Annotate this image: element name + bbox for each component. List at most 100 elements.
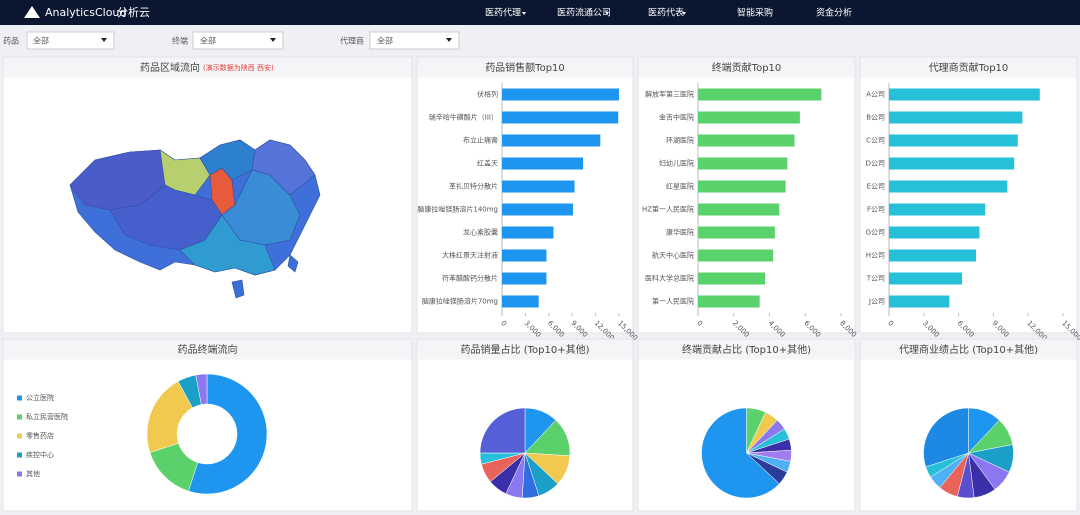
- category-label: 瑞辛哈牛磺酸片（III）: [429, 113, 498, 122]
- category-label: 康华医院: [666, 228, 694, 237]
- bar: [698, 249, 774, 262]
- category-label: 医科大学总医院: [645, 274, 694, 283]
- category-label: E公司: [867, 183, 885, 191]
- panel-note: (演示数据为陕西 西安): [203, 63, 274, 72]
- category-label: H公司: [866, 252, 885, 260]
- bar: [502, 88, 619, 101]
- nav-item[interactable]: 医药代表: [648, 7, 684, 19]
- bar: [889, 134, 1018, 147]
- nav-caret: [682, 12, 686, 15]
- map-region[interactable]: [199, 139, 256, 181]
- panel-title: 药品销售额Top10: [485, 61, 565, 74]
- legend-label: 公立医院: [26, 393, 54, 402]
- map-region[interactable]: [287, 254, 299, 273]
- nav-item[interactable]: 智能采购: [737, 7, 773, 19]
- bar: [502, 111, 619, 124]
- panel-title: 代理商业绩占比 (Top10+其他): [899, 343, 1038, 356]
- category-label: 妇幼儿医院: [659, 159, 694, 168]
- x-tick-label: 0: [499, 319, 508, 328]
- nav-caret: [522, 12, 526, 15]
- panel-header: [860, 57, 1077, 78]
- bar: [889, 180, 1008, 193]
- slice: [701, 407, 780, 499]
- panel-header: [417, 57, 633, 78]
- bar: [502, 157, 584, 170]
- legend-swatch: [17, 471, 22, 477]
- category-label: J公司: [868, 298, 885, 306]
- panel-header: [860, 339, 1077, 360]
- category-label: 布立止痛膏: [463, 136, 498, 145]
- category-label: 航天中心医院: [652, 251, 694, 260]
- category-label: B公司: [866, 114, 885, 122]
- x-tick-label: 0: [695, 319, 704, 328]
- bar: [889, 111, 1023, 124]
- category-label: 革扎贝特分散片: [449, 182, 498, 191]
- bar: [698, 203, 780, 216]
- brand[interactable]: AnalyticsCloud: [45, 6, 126, 19]
- bar: [502, 272, 547, 285]
- map-region[interactable]: [251, 139, 316, 196]
- panel-title: 药品终端流向: [178, 343, 238, 356]
- category-label: 符苯醋酸钙分散片: [442, 274, 498, 283]
- filter-select[interactable]: [369, 31, 460, 50]
- nav-item[interactable]: 资金分析: [816, 7, 852, 19]
- bar: [698, 134, 795, 147]
- slice: [923, 407, 969, 468]
- map-region[interactable]: [231, 279, 245, 299]
- product-name: 分析云: [117, 5, 150, 19]
- bar: [698, 111, 800, 124]
- category-label: 红星医院: [666, 182, 694, 191]
- bar: [698, 157, 788, 170]
- filter-value: 全部: [377, 36, 393, 46]
- filter-select[interactable]: [26, 31, 115, 50]
- nav-caret: [605, 12, 609, 15]
- bar: [502, 295, 539, 308]
- panel-title: 药品区域流向: [140, 61, 200, 74]
- panel-title: 代理商贡献Top10: [929, 61, 1009, 74]
- bar: [502, 203, 573, 216]
- map-region[interactable]: [179, 214, 276, 276]
- bar: [502, 134, 601, 147]
- filter-value: 全部: [200, 36, 216, 46]
- category-label: 脑康拉唑镁肠溶片140mg: [417, 205, 498, 214]
- category-label: 解放军第三医院: [645, 90, 694, 99]
- panel-header: [3, 339, 412, 360]
- bar: [502, 226, 554, 239]
- category-label: 龙心素胶囊: [463, 228, 498, 237]
- nav-item[interactable]: 医药代理: [485, 8, 521, 19]
- panel-header: [638, 57, 855, 78]
- legend-swatch: [17, 433, 22, 439]
- legend-swatch: [17, 395, 22, 401]
- map-region[interactable]: [109, 184, 223, 251]
- bar: [698, 88, 822, 101]
- panel: [416, 56, 634, 334]
- legend-swatch: [17, 414, 22, 420]
- select-caret: [446, 38, 452, 42]
- filter-label: 代理商: [340, 36, 364, 46]
- filter-select[interactable]: [192, 31, 284, 50]
- panel-title: 药品销量占比 (Top10+其他): [461, 343, 590, 356]
- bar: [889, 157, 1015, 170]
- nav-item[interactable]: 医药流通公司: [557, 7, 611, 19]
- panel-title: 终端贡献Top10: [712, 61, 782, 74]
- bar: [698, 226, 775, 239]
- category-label: 大株红景天注射液: [442, 251, 498, 260]
- panel: [859, 56, 1078, 334]
- bar: [698, 180, 786, 193]
- category-label: C公司: [866, 137, 885, 145]
- bar: [889, 272, 963, 285]
- map: [69, 139, 321, 299]
- bar: [889, 249, 976, 262]
- category-label: F公司: [867, 206, 885, 214]
- category-label: 第一人民医院: [652, 297, 694, 306]
- category-label: G公司: [866, 229, 885, 237]
- bar: [889, 295, 950, 308]
- category-label: A公司: [866, 91, 885, 99]
- bar: [889, 203, 986, 216]
- legend-swatch: [17, 452, 22, 458]
- panel-header: [3, 57, 412, 78]
- slice: [479, 407, 526, 454]
- legend-label: 零售药店: [26, 431, 54, 440]
